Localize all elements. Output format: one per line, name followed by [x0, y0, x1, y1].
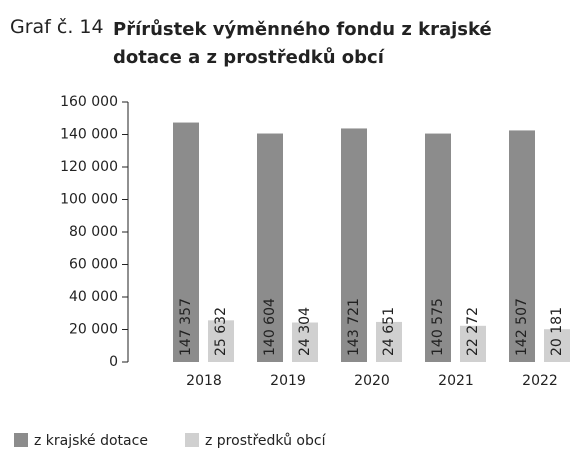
y-tick-label: 160 000	[60, 94, 118, 110]
y-tick-label: 40 000	[69, 289, 118, 305]
bar	[341, 128, 367, 362]
x-tick-label: 2020	[354, 373, 390, 389]
value-label: 22 272	[465, 307, 481, 356]
bar	[544, 329, 570, 362]
value-label: 142 507	[514, 298, 530, 356]
value-label: 24 304	[297, 307, 313, 356]
y-tick-label: 60 000	[69, 257, 118, 273]
legend-swatch	[185, 433, 199, 447]
y-tick-label: 80 000	[69, 224, 118, 240]
value-label: 24 651	[381, 307, 397, 356]
legend-swatch	[14, 433, 28, 447]
bar	[460, 325, 486, 362]
title-prefix: Graf č. 14	[10, 16, 104, 38]
y-tick-label: 20 000	[69, 322, 118, 338]
bar	[257, 133, 283, 362]
bar	[292, 322, 318, 362]
y-tick-label: 0	[109, 354, 118, 370]
y-tick-label: 140 000	[60, 127, 118, 143]
bar	[425, 133, 451, 362]
bar	[509, 130, 535, 362]
y-tick-label: 120 000	[60, 159, 118, 175]
x-tick-label: 2018	[186, 373, 222, 389]
x-tick-label: 2019	[270, 373, 306, 389]
value-label: 140 575	[430, 298, 446, 356]
bar	[208, 320, 234, 362]
y-tick-label: 100 000	[60, 192, 118, 208]
legend-label: z krajské dotace	[34, 433, 148, 449]
legend-label: z prostředků obcí	[205, 433, 327, 449]
chart-title: Přírůstek výměnného fondu z krajské dota…	[113, 19, 492, 68]
x-tick-label: 2021	[438, 373, 474, 389]
bar	[376, 321, 402, 362]
x-tick-label: 2022	[522, 373, 558, 389]
value-label: 147 357	[178, 298, 194, 356]
value-label: 20 181	[549, 307, 565, 356]
value-label: 140 604	[262, 298, 278, 356]
value-label: 25 632	[213, 307, 229, 356]
bar	[173, 122, 199, 362]
value-label: 143 721	[346, 298, 362, 356]
